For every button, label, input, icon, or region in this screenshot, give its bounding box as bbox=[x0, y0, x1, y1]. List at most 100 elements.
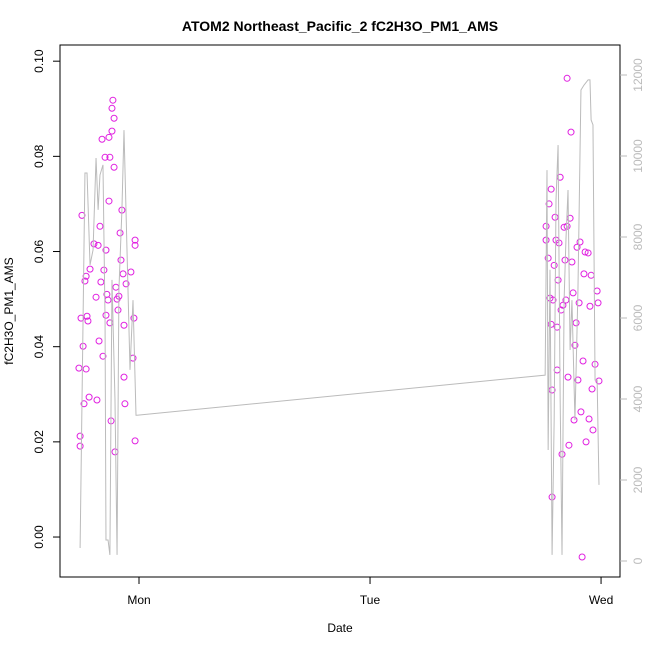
point bbox=[93, 396, 101, 404]
point bbox=[595, 377, 603, 385]
point bbox=[117, 256, 125, 264]
point bbox=[82, 272, 90, 280]
point bbox=[580, 270, 588, 278]
point bbox=[131, 241, 139, 249]
point bbox=[575, 299, 583, 307]
y2-tick-label: 4000 bbox=[631, 385, 645, 412]
y-tick-label: 0.00 bbox=[32, 525, 46, 549]
x-tick-label: Mon bbox=[127, 593, 150, 607]
point bbox=[554, 276, 562, 284]
point bbox=[92, 293, 100, 301]
point bbox=[86, 265, 94, 273]
point bbox=[569, 289, 577, 297]
point bbox=[589, 426, 597, 434]
point bbox=[112, 283, 120, 291]
y2-tick-label: 12000 bbox=[631, 58, 645, 92]
point bbox=[587, 271, 595, 279]
x-tick-label: Tue bbox=[360, 593, 381, 607]
point bbox=[76, 432, 84, 440]
point bbox=[544, 254, 552, 262]
point bbox=[119, 270, 127, 278]
chart-title: ATOM2 Northeast_Pacific_2 fC2H3O_PM1_AMS bbox=[182, 18, 498, 34]
point bbox=[110, 163, 118, 171]
y-tick-label: 0.06 bbox=[32, 240, 46, 264]
point bbox=[582, 438, 590, 446]
y-tick-label: 0.10 bbox=[32, 49, 46, 73]
point bbox=[111, 448, 119, 456]
point bbox=[584, 249, 592, 257]
point bbox=[98, 135, 106, 143]
point bbox=[120, 373, 128, 381]
point bbox=[547, 320, 555, 328]
point bbox=[581, 248, 589, 256]
line bbox=[79, 79, 600, 555]
point bbox=[562, 296, 570, 304]
point bbox=[102, 246, 110, 254]
point bbox=[83, 312, 91, 320]
point bbox=[78, 211, 86, 219]
point bbox=[585, 415, 593, 423]
point bbox=[545, 200, 553, 208]
y2-tick-label: 8000 bbox=[631, 223, 645, 250]
point bbox=[572, 319, 580, 327]
point bbox=[551, 213, 559, 221]
point bbox=[99, 352, 107, 360]
point bbox=[559, 301, 567, 309]
point bbox=[564, 373, 572, 381]
point bbox=[114, 306, 122, 314]
point bbox=[576, 238, 584, 246]
x-tick-label: Wed bbox=[589, 593, 613, 607]
point bbox=[102, 311, 110, 319]
y2-tick-label: 2000 bbox=[631, 466, 645, 493]
plot-box bbox=[59, 44, 621, 578]
point bbox=[131, 236, 139, 244]
point bbox=[116, 229, 124, 237]
point bbox=[579, 357, 587, 365]
point bbox=[567, 128, 575, 136]
y-tick-label: 0.04 bbox=[32, 335, 46, 359]
point bbox=[105, 197, 113, 205]
point bbox=[108, 104, 116, 112]
y2-tick-label: 0 bbox=[631, 557, 645, 564]
point bbox=[109, 96, 117, 104]
point bbox=[558, 450, 566, 458]
point bbox=[588, 385, 596, 393]
point bbox=[110, 114, 118, 122]
point bbox=[560, 223, 568, 231]
point bbox=[570, 416, 578, 424]
point bbox=[574, 376, 582, 384]
point bbox=[108, 127, 116, 135]
point bbox=[106, 153, 114, 161]
x-axis-label: Date bbox=[327, 621, 353, 635]
point bbox=[120, 321, 128, 329]
point bbox=[571, 341, 579, 349]
point bbox=[81, 277, 89, 285]
point bbox=[101, 153, 109, 161]
point bbox=[104, 296, 112, 304]
point bbox=[565, 441, 573, 449]
point bbox=[90, 240, 98, 248]
y-tick-label: 0.08 bbox=[32, 144, 46, 168]
point bbox=[563, 74, 571, 82]
point bbox=[80, 400, 88, 408]
y2-tick-label: 10000 bbox=[631, 139, 645, 173]
point bbox=[84, 317, 92, 325]
point bbox=[96, 222, 104, 230]
point bbox=[82, 365, 90, 373]
y2-tick-label: 6000 bbox=[631, 304, 645, 331]
point bbox=[77, 314, 85, 322]
y-axis-label: fC2H3O_PM1_AMS bbox=[2, 257, 16, 364]
point bbox=[95, 337, 103, 345]
point bbox=[76, 442, 84, 450]
point bbox=[568, 258, 576, 266]
point bbox=[594, 299, 602, 307]
point bbox=[105, 133, 113, 141]
point bbox=[85, 393, 93, 401]
point bbox=[121, 400, 129, 408]
point bbox=[573, 243, 581, 251]
point bbox=[122, 280, 130, 288]
point bbox=[593, 287, 601, 295]
y-tick-label: 0.02 bbox=[32, 430, 46, 454]
point bbox=[578, 553, 586, 561]
